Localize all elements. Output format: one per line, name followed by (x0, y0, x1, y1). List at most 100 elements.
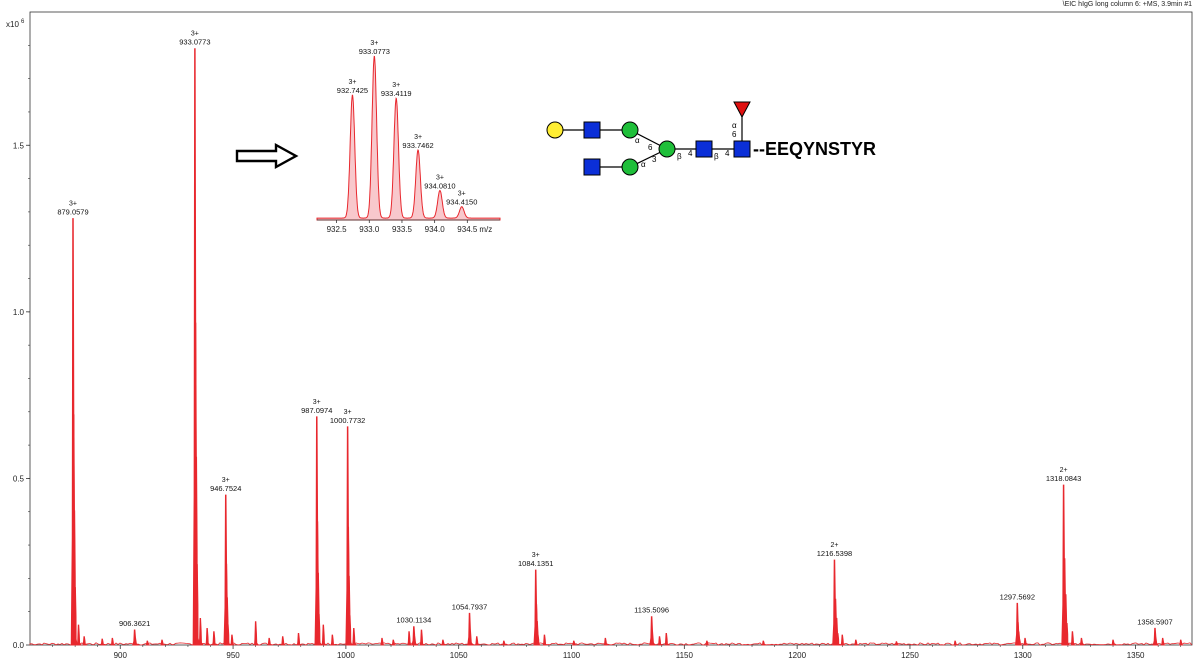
isotope-peak (348, 615, 354, 646)
isotope-inset-plot: 932.5 933.0 933.5 934.0 934.5 m/z932.74253+93… (316, 40, 501, 234)
spectrum-peak (649, 616, 656, 646)
minor-peak (603, 637, 609, 646)
isotope-peak (1018, 639, 1023, 646)
peak-charge-label: 3+ (344, 409, 352, 416)
minor-peak (321, 624, 327, 646)
minor-peak (441, 639, 446, 646)
minor-peak (407, 631, 414, 646)
glcnac-square-icon (695, 140, 713, 158)
y-tick-label: 0.5 (13, 474, 25, 483)
x-tick-label: 1300 (1014, 651, 1032, 659)
x-tick-label: 950 (226, 651, 240, 659)
peak-charge-label: 3+ (532, 552, 540, 559)
inset-peak-charge-label: 3+ (348, 79, 356, 86)
x-tick-label: 1000 (337, 651, 355, 659)
peak-mz-label: 1000.7732 (330, 416, 365, 425)
linkage-label: α (635, 136, 640, 145)
inset-x-tick-label: 934.0 (425, 225, 446, 234)
minor-peak (212, 631, 218, 646)
linkage-label: 4 (688, 149, 693, 158)
minor-peak (953, 640, 958, 646)
linkage-label: α (641, 160, 646, 169)
isotope-peak (226, 624, 232, 646)
peak-mz-label: 1030.1134 (396, 616, 431, 625)
minor-peak (230, 634, 235, 646)
minor-peak (76, 624, 83, 646)
minor-peak (296, 632, 303, 646)
peak-mz-label: 1084.1351 (518, 559, 553, 568)
minor-peak (664, 632, 671, 646)
x-tick-label: 1100 (563, 651, 581, 659)
y-scale-label: x10 6 (6, 19, 25, 29)
peak-mz-label: 1318.0843 (1046, 474, 1081, 483)
inset-peak-mz-label: 933.0773 (359, 47, 390, 56)
minor-peak (705, 640, 710, 646)
peptide-sequence: --EEQYNSTYR (753, 139, 877, 159)
peak-charge-label: 3+ (313, 399, 321, 406)
minor-peak (110, 637, 116, 646)
peak-mz-label: 906.3621 (119, 619, 150, 628)
glcnac-square-icon (733, 140, 751, 158)
peak-mz-label: 1297.5692 (1000, 592, 1035, 601)
isotope-envelope (316, 55, 501, 221)
x-tick-label: 1050 (450, 651, 468, 659)
linkage-label: 4 (725, 149, 730, 158)
peak-mz-label: 946.7524 (210, 484, 241, 493)
minor-peak (198, 617, 204, 646)
minor-peak (419, 629, 426, 646)
inset-x-tick-label: 934.5 (457, 225, 478, 234)
minor-peak (254, 621, 260, 646)
minor-peak (352, 627, 358, 646)
y-scale-exponent: 6 (21, 19, 25, 25)
minor-peak (1023, 637, 1028, 646)
inset-peak-charge-label: 3+ (414, 134, 422, 141)
glcnac-square-icon (583, 121, 601, 139)
peak-mz-label: 1216.5398 (817, 549, 852, 558)
spectrum-peak (467, 612, 474, 646)
mannose-circle-icon (658, 140, 676, 158)
inset-peak-mz-label: 933.7462 (402, 141, 433, 150)
minor-peak (391, 639, 397, 646)
plot-frame (29, 11, 1193, 646)
minor-peak (205, 627, 211, 646)
peak-mz-label: 1054.7937 (452, 602, 487, 611)
isotope-peak (1065, 623, 1071, 646)
inset-peak-charge-label: 3+ (392, 82, 400, 89)
x-tick-label: 1350 (1127, 651, 1145, 659)
inset-x-tick-label: 932.5 (327, 225, 348, 234)
minor-peak (160, 639, 165, 646)
y-tick-label: 1.0 (13, 308, 25, 317)
linkage-label: α (732, 121, 737, 130)
minor-peak (502, 640, 507, 646)
minor-peak (267, 637, 273, 646)
inset-x-tick-label: 933.0 (359, 225, 380, 234)
inset-x-axis-label: m/z (479, 225, 492, 234)
peak-mz-label: 879.0579 (57, 208, 88, 217)
peak-charge-label: 2+ (830, 542, 838, 549)
linkage-label: 3 (652, 155, 657, 164)
minor-peak (1160, 637, 1166, 646)
minor-peak (840, 634, 846, 646)
y-scale-base: x10 (6, 20, 19, 29)
minor-peak (82, 636, 88, 646)
peak-charge-label: 2+ (1060, 467, 1068, 474)
isotope-peak (317, 613, 323, 646)
spectrum-peak (132, 629, 140, 646)
inset-peak-mz-label: 934.0810 (424, 181, 455, 190)
spectrum-peak (411, 626, 419, 646)
y-tick-label: 1.5 (13, 141, 25, 150)
scan-title: \EIC hIgG long column 6: +MS, 3.9min #1 (1062, 1, 1192, 8)
mannose-circle-icon (621, 121, 639, 139)
peak-mz-label: 1358.5907 (1137, 617, 1172, 626)
minor-peak (894, 641, 900, 646)
minor-peak (542, 634, 548, 646)
peak-charge-label: 3+ (222, 477, 230, 484)
glcnac-square-icon (583, 158, 601, 176)
linkage-label: β (677, 152, 682, 161)
galactose-circle-icon (546, 121, 564, 139)
spectrum-peak (1152, 627, 1160, 646)
inset-peak-charge-label: 3+ (458, 191, 466, 198)
main-spectrum-plot: 0.0 0.5 1.0 1.5 900 950 1000 1050 1100 1150 1200 12… (13, 11, 1193, 660)
peak-charge-label: 3+ (69, 201, 77, 208)
